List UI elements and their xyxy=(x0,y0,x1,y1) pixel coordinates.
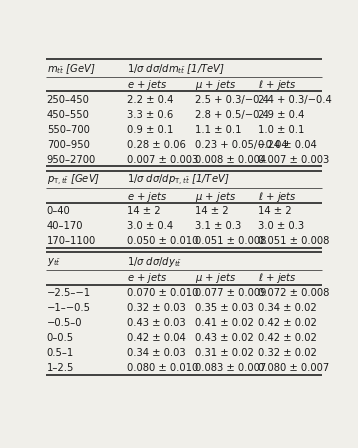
Text: 0.31 ± 0.02: 0.31 ± 0.02 xyxy=(195,348,253,358)
Text: 0.32 ± 0.03: 0.32 ± 0.03 xyxy=(127,303,185,313)
Text: 250–450: 250–450 xyxy=(47,95,90,105)
Text: −0.5–0: −0.5–0 xyxy=(47,318,82,328)
Text: 0.42 ± 0.02: 0.42 ± 0.02 xyxy=(258,333,317,343)
Text: $1/\sigma\; d\sigma/dp_{\mathrm{T},t\bar{t}}$ [1/TeV]: $1/\sigma\; d\sigma/dp_{\mathrm{T},t\bar… xyxy=(127,173,229,188)
Text: 3.0 ± 0.4: 3.0 ± 0.4 xyxy=(127,221,173,231)
Text: $1/\sigma\; d\sigma/dy_{t\bar{t}}$: $1/\sigma\; d\sigma/dy_{t\bar{t}}$ xyxy=(127,255,182,269)
Text: 0.072 ± 0.008: 0.072 ± 0.008 xyxy=(258,288,330,298)
Text: 0.051 ± 0.008: 0.051 ± 0.008 xyxy=(195,237,266,246)
Text: 14 ± 2: 14 ± 2 xyxy=(195,207,228,216)
Text: $p_{\mathrm{T},t\bar{t}}$ [GeV]: $p_{\mathrm{T},t\bar{t}}$ [GeV] xyxy=(47,173,100,188)
Text: 0.080 ± 0.007: 0.080 ± 0.007 xyxy=(258,363,330,373)
Text: 2.2 ± 0.4: 2.2 ± 0.4 xyxy=(127,95,173,105)
Text: $e$ + jets: $e$ + jets xyxy=(127,78,167,92)
Text: 0.080 ± 0.010: 0.080 ± 0.010 xyxy=(127,363,198,373)
Text: 0.051 ± 0.008: 0.051 ± 0.008 xyxy=(258,237,330,246)
Text: 0–0.5: 0–0.5 xyxy=(47,333,74,343)
Text: $e$ + jets: $e$ + jets xyxy=(127,271,167,285)
Text: $\mu$ + jets: $\mu$ + jets xyxy=(195,271,236,285)
Text: −2.5–−1: −2.5–−1 xyxy=(47,288,91,298)
Text: 3.3 ± 0.6: 3.3 ± 0.6 xyxy=(127,110,173,120)
Text: 0.23 + 0.05/−0.04: 0.23 + 0.05/−0.04 xyxy=(195,140,287,150)
Text: $y_{t\bar{t}}$: $y_{t\bar{t}}$ xyxy=(47,256,61,268)
Text: 0.008 ± 0.004: 0.008 ± 0.004 xyxy=(195,155,266,165)
Text: 0.42 ± 0.02: 0.42 ± 0.02 xyxy=(258,318,317,328)
Text: 2.5 + 0.3/−0.4: 2.5 + 0.3/−0.4 xyxy=(195,95,268,105)
Text: 1.0 ± 0.1: 1.0 ± 0.1 xyxy=(258,125,305,135)
Text: 1–2.5: 1–2.5 xyxy=(47,363,74,373)
Text: $\ell$ + jets: $\ell$ + jets xyxy=(258,190,297,203)
Text: 2.9 ± 0.4: 2.9 ± 0.4 xyxy=(258,110,305,120)
Text: $\ell$ + jets: $\ell$ + jets xyxy=(258,271,297,285)
Text: 0.34 ± 0.02: 0.34 ± 0.02 xyxy=(258,303,317,313)
Text: 0.43 ± 0.03: 0.43 ± 0.03 xyxy=(127,318,185,328)
Text: $1/\sigma\; d\sigma/dm_{t\bar{t}}$ [1/TeV]: $1/\sigma\; d\sigma/dm_{t\bar{t}}$ [1/Te… xyxy=(127,62,224,76)
Text: 170–1100: 170–1100 xyxy=(47,237,96,246)
Text: 0.43 ± 0.02: 0.43 ± 0.02 xyxy=(195,333,253,343)
Text: 3.1 ± 0.3: 3.1 ± 0.3 xyxy=(195,221,241,231)
Text: 2.8 + 0.5/−0.4: 2.8 + 0.5/−0.4 xyxy=(195,110,268,120)
Text: 0.28 ± 0.06: 0.28 ± 0.06 xyxy=(127,140,185,150)
Text: 1.1 ± 0.1: 1.1 ± 0.1 xyxy=(195,125,241,135)
Text: $m_{t\bar{t}}$ [GeV]: $m_{t\bar{t}}$ [GeV] xyxy=(47,62,96,76)
Text: 0.24 ± 0.04: 0.24 ± 0.04 xyxy=(258,140,317,150)
Text: 0.077 ± 0.009: 0.077 ± 0.009 xyxy=(195,288,266,298)
Text: 0.050 ± 0.010: 0.050 ± 0.010 xyxy=(127,237,198,246)
Text: 2.4 + 0.3/−0.4: 2.4 + 0.3/−0.4 xyxy=(258,95,332,105)
Text: 14 ± 2: 14 ± 2 xyxy=(258,207,292,216)
Text: 0.42 ± 0.04: 0.42 ± 0.04 xyxy=(127,333,185,343)
Text: 0.007 ± 0.003: 0.007 ± 0.003 xyxy=(258,155,330,165)
Text: 0.34 ± 0.03: 0.34 ± 0.03 xyxy=(127,348,185,358)
Text: 550–700: 550–700 xyxy=(47,125,90,135)
Text: 0.007 ± 0.003: 0.007 ± 0.003 xyxy=(127,155,198,165)
Text: 0.35 ± 0.03: 0.35 ± 0.03 xyxy=(195,303,253,313)
Text: 0.9 ± 0.1: 0.9 ± 0.1 xyxy=(127,125,173,135)
Text: $e$ + jets: $e$ + jets xyxy=(127,190,167,203)
Text: $\mu$ + jets: $\mu$ + jets xyxy=(195,190,236,203)
Text: 0.41 ± 0.02: 0.41 ± 0.02 xyxy=(195,318,253,328)
Text: −1–−0.5: −1–−0.5 xyxy=(47,303,91,313)
Text: 3.0 ± 0.3: 3.0 ± 0.3 xyxy=(258,221,305,231)
Text: $\ell$ + jets: $\ell$ + jets xyxy=(258,78,297,92)
Text: 0–40: 0–40 xyxy=(47,207,71,216)
Text: 450–550: 450–550 xyxy=(47,110,90,120)
Text: 0.083 ± 0.007: 0.083 ± 0.007 xyxy=(195,363,266,373)
Text: 700–950: 700–950 xyxy=(47,140,90,150)
Text: 0.5–1: 0.5–1 xyxy=(47,348,74,358)
Text: 950–2700: 950–2700 xyxy=(47,155,96,165)
Text: $\mu$ + jets: $\mu$ + jets xyxy=(195,78,236,92)
Text: 40–170: 40–170 xyxy=(47,221,83,231)
Text: 0.32 ± 0.02: 0.32 ± 0.02 xyxy=(258,348,317,358)
Text: 14 ± 2: 14 ± 2 xyxy=(127,207,160,216)
Text: 0.070 ± 0.010: 0.070 ± 0.010 xyxy=(127,288,198,298)
